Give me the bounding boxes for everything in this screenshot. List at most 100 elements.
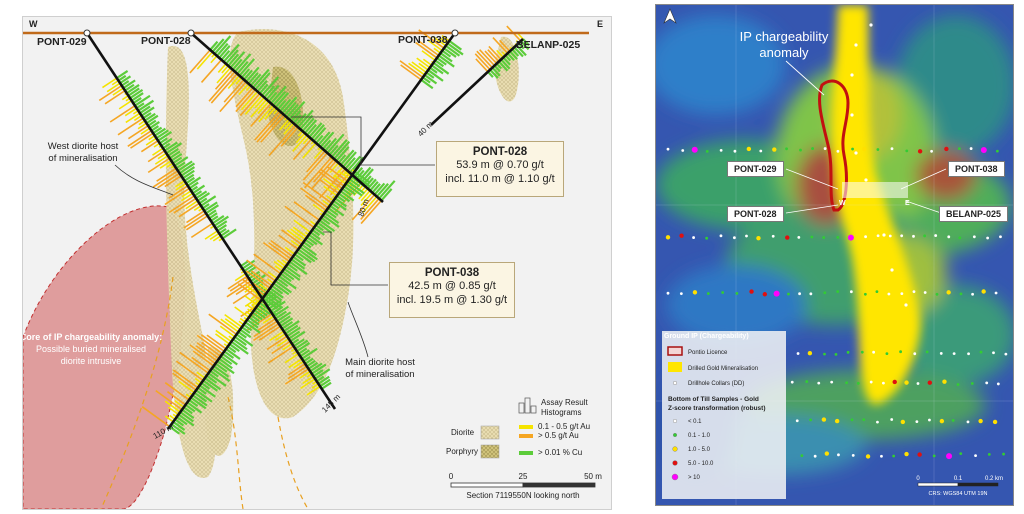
till-sample-point bbox=[735, 292, 738, 295]
till-sample-point bbox=[887, 293, 890, 296]
map-label-pont-038: PONT-038 bbox=[948, 161, 1005, 177]
histogram-bar bbox=[190, 50, 210, 73]
till-sample-point bbox=[666, 235, 670, 239]
till-sample-point bbox=[864, 235, 867, 238]
scale-tick: 25 bbox=[519, 472, 528, 481]
till-sample-point bbox=[973, 235, 976, 238]
till-sample-point bbox=[763, 292, 767, 296]
map-e-mark: E bbox=[905, 200, 910, 207]
drillhole-collar bbox=[850, 113, 853, 116]
legend-class-dot bbox=[673, 447, 678, 452]
till-sample-point bbox=[889, 235, 892, 238]
ip-map-panel: W E IP chargeability anomaly Ground IP (… bbox=[655, 4, 1014, 506]
till-sample-point bbox=[893, 380, 897, 384]
legend-drilled: Drilled Gold Mineralisation bbox=[688, 366, 758, 372]
till-sample-point bbox=[971, 293, 974, 296]
till-sample-point bbox=[912, 235, 915, 238]
legend-pontio-swatch bbox=[668, 347, 682, 355]
map-crs: CRS: WGS84 UTM 19N bbox=[929, 491, 988, 497]
histogram-bar bbox=[152, 148, 163, 155]
till-sample-point bbox=[745, 235, 748, 238]
compass-east: E bbox=[597, 19, 603, 29]
ip-core-label: Core of IP chargeability anomaly: bbox=[23, 332, 162, 342]
hole-label-pont-028: PONT-028 bbox=[141, 35, 191, 47]
section-line bbox=[842, 182, 908, 198]
till-sample-point bbox=[904, 380, 908, 384]
scale-tick: 0.1 bbox=[954, 476, 963, 482]
section-legend: Assay Result Histograms Diorite Porphyry… bbox=[446, 398, 590, 458]
till-sample-point bbox=[926, 350, 929, 353]
till-sample-point bbox=[930, 150, 933, 153]
legend-till-title: Z-score transformation (robust) bbox=[668, 405, 766, 412]
anomaly-label: anomaly bbox=[759, 45, 809, 60]
histogram-bar bbox=[105, 91, 125, 104]
drillhole-collar bbox=[869, 23, 872, 26]
till-sample-point bbox=[917, 382, 920, 385]
till-sample-point bbox=[967, 420, 970, 423]
legend-class-label: 0.1 - 1.0 bbox=[688, 433, 711, 439]
till-sample-point bbox=[720, 234, 723, 237]
drillhole-collar bbox=[854, 43, 857, 46]
till-sample-point bbox=[891, 147, 894, 150]
till-sample-point bbox=[706, 150, 709, 153]
till-sample-point bbox=[928, 419, 931, 422]
legend-porphyry: Porphyry bbox=[446, 447, 478, 456]
hole-label-pont-038: PONT-038 bbox=[398, 34, 448, 46]
compass-west: W bbox=[29, 19, 38, 29]
histogram-bar bbox=[477, 51, 492, 68]
till-sample-point bbox=[835, 419, 839, 423]
till-sample-point bbox=[958, 236, 961, 239]
legend-collar-icon bbox=[673, 381, 677, 385]
till-sample-point bbox=[749, 289, 753, 293]
till-sample-point bbox=[866, 454, 870, 458]
till-sample-point bbox=[905, 150, 908, 153]
callout-pont-038: PONT-038 42.5 m @ 0.85 g/t incl. 19.5 m … bbox=[389, 262, 515, 318]
till-sample-point bbox=[836, 290, 839, 293]
legend-title: Ground IP (Chargeability) bbox=[664, 333, 749, 340]
till-sample-point bbox=[791, 381, 794, 384]
till-sample-point bbox=[814, 455, 817, 458]
till-sample-point bbox=[988, 453, 991, 456]
histogram-bar bbox=[119, 101, 131, 109]
till-sample-point bbox=[934, 234, 937, 237]
till-sample-point bbox=[876, 421, 879, 424]
scale-tick: 50 m bbox=[584, 472, 602, 481]
scale-tick: 0 bbox=[449, 472, 454, 481]
till-sample-point bbox=[892, 455, 895, 458]
till-sample-point bbox=[1002, 453, 1005, 456]
cross-section-panel: W E PONT-029 PONT-028 PONT-038 BELANP-02… bbox=[22, 16, 612, 510]
map-w-mark: W bbox=[839, 200, 846, 207]
till-sample-point bbox=[785, 147, 788, 150]
drillhole-collar bbox=[904, 303, 907, 306]
legend-pontio: Pontio Licence bbox=[688, 350, 728, 356]
till-sample-point bbox=[734, 150, 737, 153]
till-sample-point bbox=[721, 291, 724, 294]
callout-pont-028: PONT-028 53.9 m @ 0.70 g/t incl. 11.0 m … bbox=[436, 141, 564, 197]
till-sample-point bbox=[915, 420, 918, 423]
till-sample-point bbox=[667, 292, 670, 295]
histogram-bar bbox=[125, 108, 136, 115]
cross-section-drawing: W E PONT-029 PONT-028 PONT-038 BELANP-02… bbox=[23, 17, 611, 509]
till-sample-point bbox=[825, 451, 829, 455]
till-sample-point bbox=[851, 148, 854, 151]
till-sample-point bbox=[880, 455, 883, 458]
legend-collars: Drillhole Collars (DD) bbox=[688, 381, 744, 387]
till-sample-point bbox=[845, 381, 848, 384]
till-sample-point bbox=[981, 147, 987, 153]
till-sample-point bbox=[681, 149, 684, 152]
till-sample-point bbox=[837, 150, 840, 153]
till-sample-point bbox=[707, 292, 710, 295]
map-legend: Ground IP (Chargeability) Pontio Licence… bbox=[662, 331, 786, 499]
till-sample-point bbox=[823, 291, 826, 294]
till-sample-point bbox=[999, 235, 1002, 238]
legend-class-dot bbox=[673, 461, 678, 466]
drillhole-collar bbox=[890, 268, 893, 271]
till-sample-point bbox=[811, 147, 814, 150]
till-sample-point bbox=[864, 293, 867, 296]
till-sample-point bbox=[917, 452, 921, 456]
till-sample-point bbox=[924, 291, 927, 294]
legend-cu-swatch bbox=[519, 451, 533, 455]
legend-class-label: 5.0 - 10.0 bbox=[688, 461, 714, 467]
till-sample-point bbox=[809, 292, 812, 295]
till-sample-point bbox=[900, 234, 903, 237]
